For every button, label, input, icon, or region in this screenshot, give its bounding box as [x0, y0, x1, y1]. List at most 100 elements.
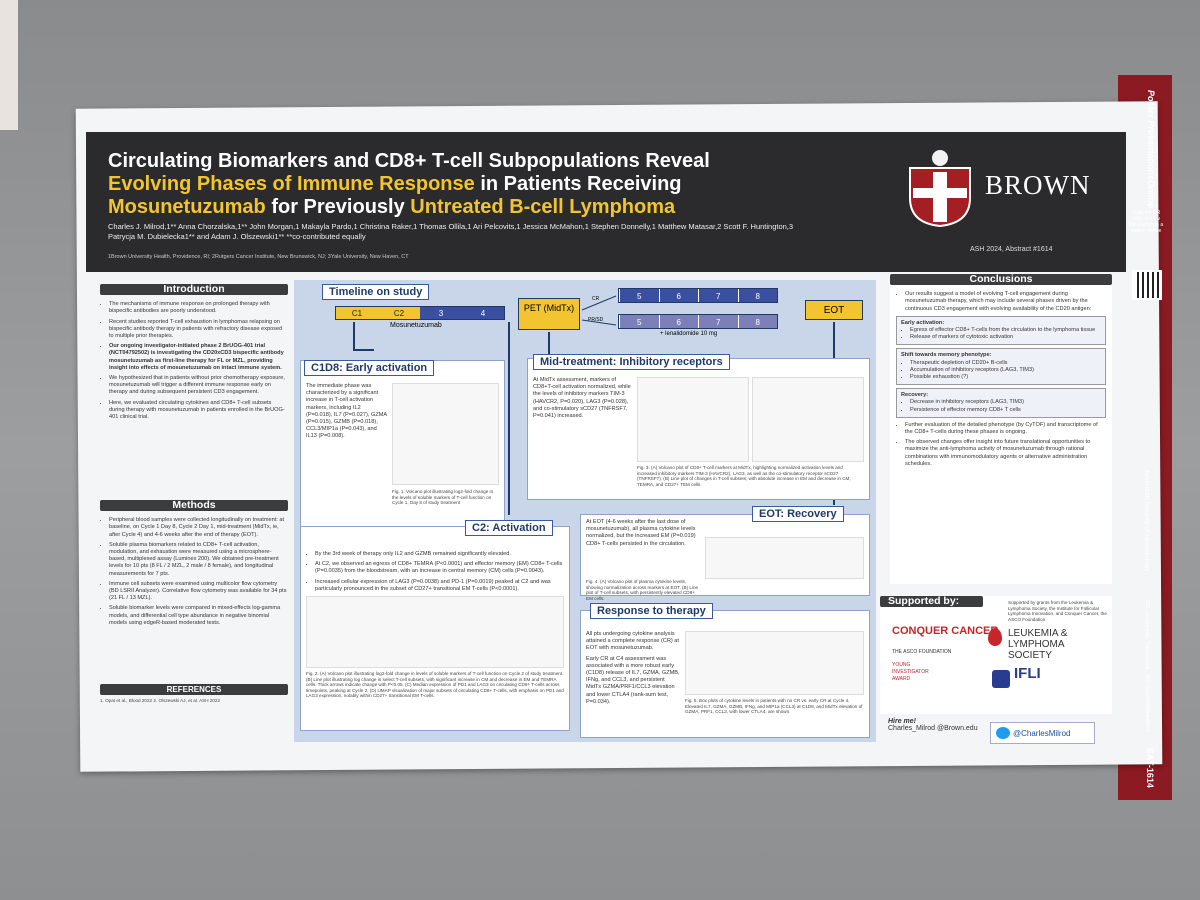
section-heading: Supported by:	[880, 596, 983, 608]
left-wall-panel	[0, 0, 18, 130]
title-segment: Evolving Phases of Immune Response	[108, 173, 475, 195]
logo-text: THE ASCO FOUNDATION	[892, 649, 952, 655]
panel-body: All pts undergoing cytokine analysis att…	[586, 631, 864, 715]
authors-line: Patrycja M. Dubielecka1** and Adam J. Ol…	[108, 232, 366, 241]
twitter-handle: @CharlesMilrod	[990, 722, 1095, 744]
phase-items: Egress of effector CD8+ T-cells from the…	[901, 327, 1101, 341]
abstract-number: ASH 2024, Abstract #1614	[970, 246, 1053, 253]
phase-box: Recovery:Decrease in inhibitory receptor…	[896, 388, 1106, 418]
institution: BROWN	[985, 170, 1091, 200]
volcano-plot	[392, 383, 499, 485]
bullet: Increased cellular expression of LAG3 (P…	[315, 579, 564, 593]
cycle: C2	[378, 307, 420, 319]
side-brand: Poster PresentationsOnline	[1146, 90, 1156, 209]
section-heading: C1D8: Early activation	[304, 360, 435, 376]
paragraph: Early CR at C4 assessment was associated…	[586, 655, 680, 705]
drug-label: Mosunetuzumab	[390, 322, 442, 329]
bullet: Soluble biomarker levels were compared i…	[109, 605, 288, 627]
plots	[705, 537, 864, 579]
phase-title: Shift towards memory phenotype:	[901, 352, 992, 359]
section-heading: Mid-treatment: Inhibitory receptors	[533, 354, 730, 370]
methods-column: Methods Peripheral blood samples were co…	[100, 500, 288, 630]
cycle: 7	[698, 289, 738, 302]
eot-box: EOT	[805, 300, 863, 320]
cross	[913, 188, 967, 198]
cycle: 8	[737, 315, 777, 328]
c1d8-panel: The immediate phase was characterized by…	[300, 360, 505, 530]
title-segment: Circulating Biomarkers and CD8+ T-cell S…	[108, 150, 710, 172]
title: Circulating Biomarkers and CD8+ T-cell S…	[108, 150, 868, 219]
authors: Charles J. Milrod,1** Anna Chorzalska,1*…	[108, 222, 888, 242]
hire-heading: Hire me!	[888, 718, 917, 725]
cycle: 5	[619, 315, 659, 328]
title-line: Circulating Biomarkers and CD8+ T-cell S…	[108, 150, 868, 173]
lenalidomide-label: + lenalidomide 10 mg	[660, 331, 718, 337]
caption: Fig. 5. Box plots of cytokine levels in …	[685, 698, 863, 715]
bullet: The observed changes offer insight into …	[905, 439, 1106, 468]
c2-panel: By the 3rd week of therapy only IL2 and …	[300, 526, 570, 731]
branch-label: PR/SD	[588, 317, 604, 323]
reference-text: 1. Opat et al., Blood 2022 2. Olszewski …	[100, 698, 221, 704]
bullet: We hypothesized that in patients without…	[109, 375, 288, 397]
bullet: At C2, we observed an egress of CD8+ TEM…	[315, 561, 564, 575]
phase-item: Therapeutic depletion of CD20+ B-cells	[910, 360, 1101, 367]
brown-shield	[909, 150, 971, 228]
phase-title: Recovery:	[901, 392, 929, 399]
panel-body: At MidTx assessment, markers of CD8+T-ce…	[533, 377, 864, 487]
bullet: Recent studies reported T-cell exhaustio…	[109, 319, 288, 341]
phase-item: Release of markers of cytotoxic activati…	[910, 334, 1101, 341]
cycle: C1	[336, 307, 378, 319]
twitter-icon	[996, 727, 1010, 739]
bullet: Here, we evaluated circulating cytokines…	[109, 400, 288, 422]
paragraph: All pts undergoing cytokine analysis att…	[586, 631, 679, 652]
qr-code	[1132, 270, 1162, 300]
phase-item: Accumulation of inhibitory receptors (LA…	[910, 367, 1101, 374]
cycle: 7	[698, 315, 738, 328]
logo-text: LEUKEMIA & LYMPHOMA SOCIETY	[1008, 628, 1068, 661]
phase-box: Early activation:Egress of effector CD8+…	[896, 315, 1106, 346]
sun	[932, 150, 948, 166]
pet-box: PET (MidTx)	[518, 298, 580, 330]
logo-text: CONQUER CANCER	[892, 625, 999, 637]
section-heading: Timeline on study	[322, 284, 430, 300]
cycle: 5	[619, 289, 659, 302]
logo-text: YOUNG INVESTIGATOR AWARD	[892, 662, 929, 683]
phase-items: Therapeutic depletion of CD20+ B-cellsAc…	[901, 360, 1101, 382]
caption: Fig. 1. Volcano plot illustrating log2-f…	[392, 489, 494, 506]
logo-text: IFLI	[1014, 665, 1041, 682]
panel-text: The immediate phase was characterized by…	[306, 383, 387, 440]
cycle-bar: C1 C2 3 4	[335, 306, 505, 320]
hire-me: Hire me! Charles_Milrod @Brown.edu	[888, 718, 978, 732]
cycle: 4	[462, 307, 504, 319]
panel-text: At MidTx assessment, markers of CD8+T-ce…	[533, 377, 631, 420]
phase-boxes: Early activation:Egress of effector CD8+…	[896, 315, 1106, 418]
phase-item: Decrease in inhibitory receptors (LAG3, …	[910, 399, 1101, 406]
box-plots	[685, 631, 864, 695]
section-heading: Conclusions	[890, 274, 1112, 286]
title-segment: Untreated B-cell Lymphoma	[410, 196, 676, 218]
figure-2-plots	[306, 596, 564, 669]
volcano-plot	[637, 377, 749, 462]
affiliations: 1Brown University Health, Providence, RI…	[108, 254, 409, 260]
caption: Fig. 4. (A) Volcano plot of plasma cytok…	[586, 579, 699, 601]
conclusions: Conclusions Our results suggest a model …	[890, 274, 1112, 584]
bullet: Our results suggest a model of evolving …	[905, 291, 1106, 313]
title-segment: Mosunetuzumab	[108, 196, 266, 218]
cycle: 3	[420, 307, 462, 319]
ifli-icon	[992, 670, 1010, 688]
plots	[637, 377, 864, 462]
bullet: Peripheral blood samples were collected …	[109, 517, 288, 539]
supported: Supported by: Supported by grants from t…	[880, 596, 1112, 714]
bullet: By the 3rd week of therapy only IL2 and …	[315, 551, 564, 558]
branch-label: CR	[592, 296, 600, 302]
title-line: Evolving Phases of Immune Response in Pa…	[108, 173, 868, 196]
bullet: The mechanisms of immune response on pro…	[109, 301, 288, 315]
figure: Fig. 1. Volcano plot illustrating log2-f…	[392, 383, 499, 506]
midtx-panel: At MidTx assessment, markers of CD8+T-ce…	[527, 358, 870, 500]
authors-line: Charles J. Milrod,1** Anna Chorzalska,1*…	[108, 222, 794, 231]
poster-id: SAT-1614	[1145, 748, 1155, 788]
panel-body: At EOT (4-6 weeks after the last dose of…	[586, 519, 864, 579]
grant-text: Supported by grants from the Leukemia & …	[1008, 600, 1107, 622]
